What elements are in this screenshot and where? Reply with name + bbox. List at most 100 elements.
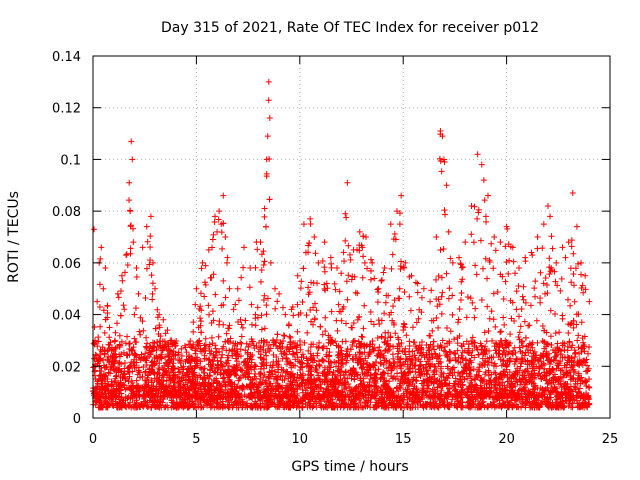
- data-point: [215, 216, 222, 223]
- data-point: [465, 345, 472, 352]
- data-point: [269, 385, 276, 392]
- data-point: [409, 324, 416, 331]
- data-point: [205, 386, 212, 393]
- data-point: [364, 402, 371, 409]
- data-point: [266, 373, 273, 380]
- data-point: [192, 357, 199, 364]
- data-point: [390, 236, 397, 243]
- data-point: [303, 312, 310, 319]
- data-point: [185, 393, 192, 400]
- data-point: [432, 350, 439, 357]
- data-point: [564, 380, 571, 387]
- data-point: [281, 333, 288, 340]
- data-point: [469, 299, 476, 306]
- data-point: [286, 397, 293, 404]
- data-point: [576, 361, 583, 368]
- data-point: [561, 354, 568, 361]
- data-point: [307, 384, 314, 391]
- data-point: [556, 329, 563, 336]
- data-point: [533, 363, 540, 370]
- data-point: [529, 378, 536, 385]
- data-point: [217, 358, 224, 365]
- data-point: [231, 365, 238, 372]
- data-point: [413, 319, 420, 326]
- data-point: [365, 391, 372, 398]
- data-point: [127, 245, 134, 252]
- data-point: [578, 374, 585, 381]
- data-point: [117, 287, 124, 294]
- data-point: [396, 356, 403, 363]
- data-point: [122, 376, 129, 383]
- data-point: [472, 305, 479, 312]
- data-point: [452, 375, 459, 382]
- data-point: [161, 362, 168, 369]
- data-point: [485, 328, 492, 335]
- data-point: [559, 342, 566, 349]
- data-point: [406, 342, 413, 349]
- data-point: [520, 390, 527, 397]
- data-point: [200, 375, 207, 382]
- data-point: [448, 400, 455, 407]
- data-point: [570, 324, 577, 331]
- data-point: [133, 359, 140, 366]
- data-point: [212, 387, 219, 394]
- data-point: [558, 275, 565, 282]
- data-point: [121, 382, 128, 389]
- data-point: [280, 350, 287, 357]
- data-point: [387, 334, 394, 341]
- data-point: [568, 344, 575, 351]
- data-point: [118, 360, 125, 367]
- data-point: [458, 289, 465, 296]
- data-point: [324, 381, 331, 388]
- data-point: [390, 321, 397, 328]
- data-point: [294, 371, 301, 378]
- data-point: [255, 348, 262, 355]
- data-point: [124, 333, 131, 340]
- data-point: [438, 369, 445, 376]
- data-point: [374, 334, 381, 341]
- data-point: [579, 400, 586, 407]
- data-point: [504, 401, 511, 408]
- data-point: [474, 215, 481, 222]
- data-point: [153, 353, 160, 360]
- data-point: [468, 231, 475, 238]
- data-point: [349, 324, 356, 331]
- data-point: [257, 404, 264, 411]
- data-point: [471, 393, 478, 400]
- data-point: [502, 243, 509, 250]
- data-point: [578, 271, 585, 278]
- data-point: [483, 338, 490, 345]
- data-point: [209, 236, 216, 243]
- data-point: [277, 340, 284, 347]
- data-point: [197, 399, 204, 406]
- data-point: [438, 387, 445, 394]
- data-point: [124, 352, 131, 359]
- data-point: [234, 348, 241, 355]
- data-point: [399, 397, 406, 404]
- data-point: [416, 350, 423, 357]
- data-point: [342, 237, 349, 244]
- data-point: [354, 371, 361, 378]
- data-point: [163, 377, 170, 384]
- data-point: [380, 269, 387, 276]
- data-point: [427, 399, 434, 406]
- data-point: [248, 301, 255, 308]
- data-point: [367, 256, 374, 263]
- data-point: [347, 404, 354, 411]
- data-point: [293, 404, 300, 411]
- data-point: [470, 401, 477, 408]
- data-point: [273, 342, 280, 349]
- data-point: [361, 384, 368, 391]
- data-point: [124, 395, 131, 402]
- data-point: [322, 287, 329, 294]
- data-point: [438, 274, 445, 281]
- data-point: [280, 332, 287, 339]
- data-point: [468, 388, 475, 395]
- data-point: [532, 278, 539, 285]
- data-point: [490, 265, 497, 272]
- data-point: [309, 395, 316, 402]
- data-point: [182, 386, 189, 393]
- data-point: [286, 371, 293, 378]
- data-point: [123, 251, 130, 258]
- data-point: [485, 358, 492, 365]
